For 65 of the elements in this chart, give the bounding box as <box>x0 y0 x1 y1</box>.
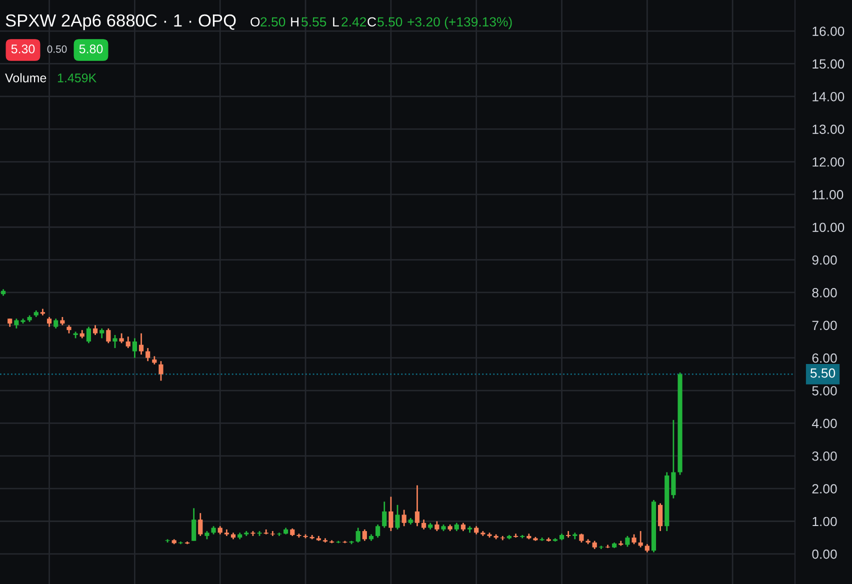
y-tick-label: 2.00 <box>812 484 837 494</box>
candlestick <box>388 496 394 532</box>
candlestick <box>146 347 150 362</box>
y-tick-label: 14.00 <box>812 92 844 102</box>
candlestick <box>356 527 360 544</box>
candlestick <box>362 528 367 542</box>
annotation: 0.50 <box>47 45 67 53</box>
candlestick <box>54 318 58 330</box>
candlestick <box>625 535 630 548</box>
candlestick <box>119 332 124 344</box>
y-tick-label: 16.00 <box>812 26 844 36</box>
candlestick <box>86 326 91 344</box>
y-tick-label: 13.00 <box>812 124 844 134</box>
candlestick <box>46 316 52 328</box>
candlestick <box>198 512 203 537</box>
annotation: 2.42 <box>342 17 366 26</box>
annotation: 5.55 <box>302 17 326 27</box>
candlestick <box>382 500 387 528</box>
candlestick <box>100 328 104 339</box>
candlestick <box>375 524 380 538</box>
candlestick <box>132 338 137 359</box>
y-tick-label: 1.00 <box>812 516 837 526</box>
candlestick <box>106 328 111 344</box>
annotation: 2.50 <box>260 17 286 27</box>
annotation: C <box>368 17 376 27</box>
y-tick-label: 6.00 <box>812 353 837 363</box>
candlestick <box>421 518 426 530</box>
y-tick-label: 12.00 <box>812 157 844 167</box>
candlestick <box>402 509 406 527</box>
y-tick-label: 9.00 <box>812 255 837 265</box>
candlestick <box>434 520 440 532</box>
ref-line-label: 5.50 <box>810 368 836 378</box>
candlestick <box>395 504 400 530</box>
y-tick-label: 5.00 <box>812 386 837 396</box>
candlestick <box>192 507 196 542</box>
candlestick <box>112 334 118 349</box>
candlestick <box>632 534 636 545</box>
y-tick-label: 4.00 <box>812 418 837 428</box>
y-tick-label: 15.00 <box>812 59 844 69</box>
text: SPXW 2Ap6 6880C · 1 · OPQ <box>6 14 236 30</box>
candlestick <box>138 332 144 356</box>
candlestick <box>638 530 643 548</box>
annotation: 1.459K <box>58 74 96 82</box>
annotation: H <box>291 17 298 26</box>
y-tick-label: 10.00 <box>812 222 844 232</box>
candlestick <box>14 318 19 330</box>
candlestick <box>658 502 663 532</box>
y-tick-label: 11.00 <box>812 190 844 200</box>
y-tick-label: 8.00 <box>812 288 837 298</box>
candlestick <box>566 530 571 538</box>
annotation: 5.50 <box>378 17 402 27</box>
y-tick-label: 7.00 <box>812 320 837 330</box>
y-tick-label: 0.00 <box>812 550 837 559</box>
candlestick <box>414 484 420 527</box>
annotation: 5.30 <box>11 44 35 54</box>
candlestick <box>126 336 130 349</box>
annotation: L <box>333 17 339 26</box>
annotation: Volume <box>5 73 46 82</box>
annotation: O <box>250 17 260 27</box>
candlestick <box>158 360 164 382</box>
candlestick <box>671 419 676 500</box>
candlestick <box>92 324 98 336</box>
annotation: +3.20 (+139.13%) <box>408 16 512 30</box>
annotation: 5.80 <box>79 44 103 54</box>
y-tick-label: 3.00 <box>812 451 837 461</box>
